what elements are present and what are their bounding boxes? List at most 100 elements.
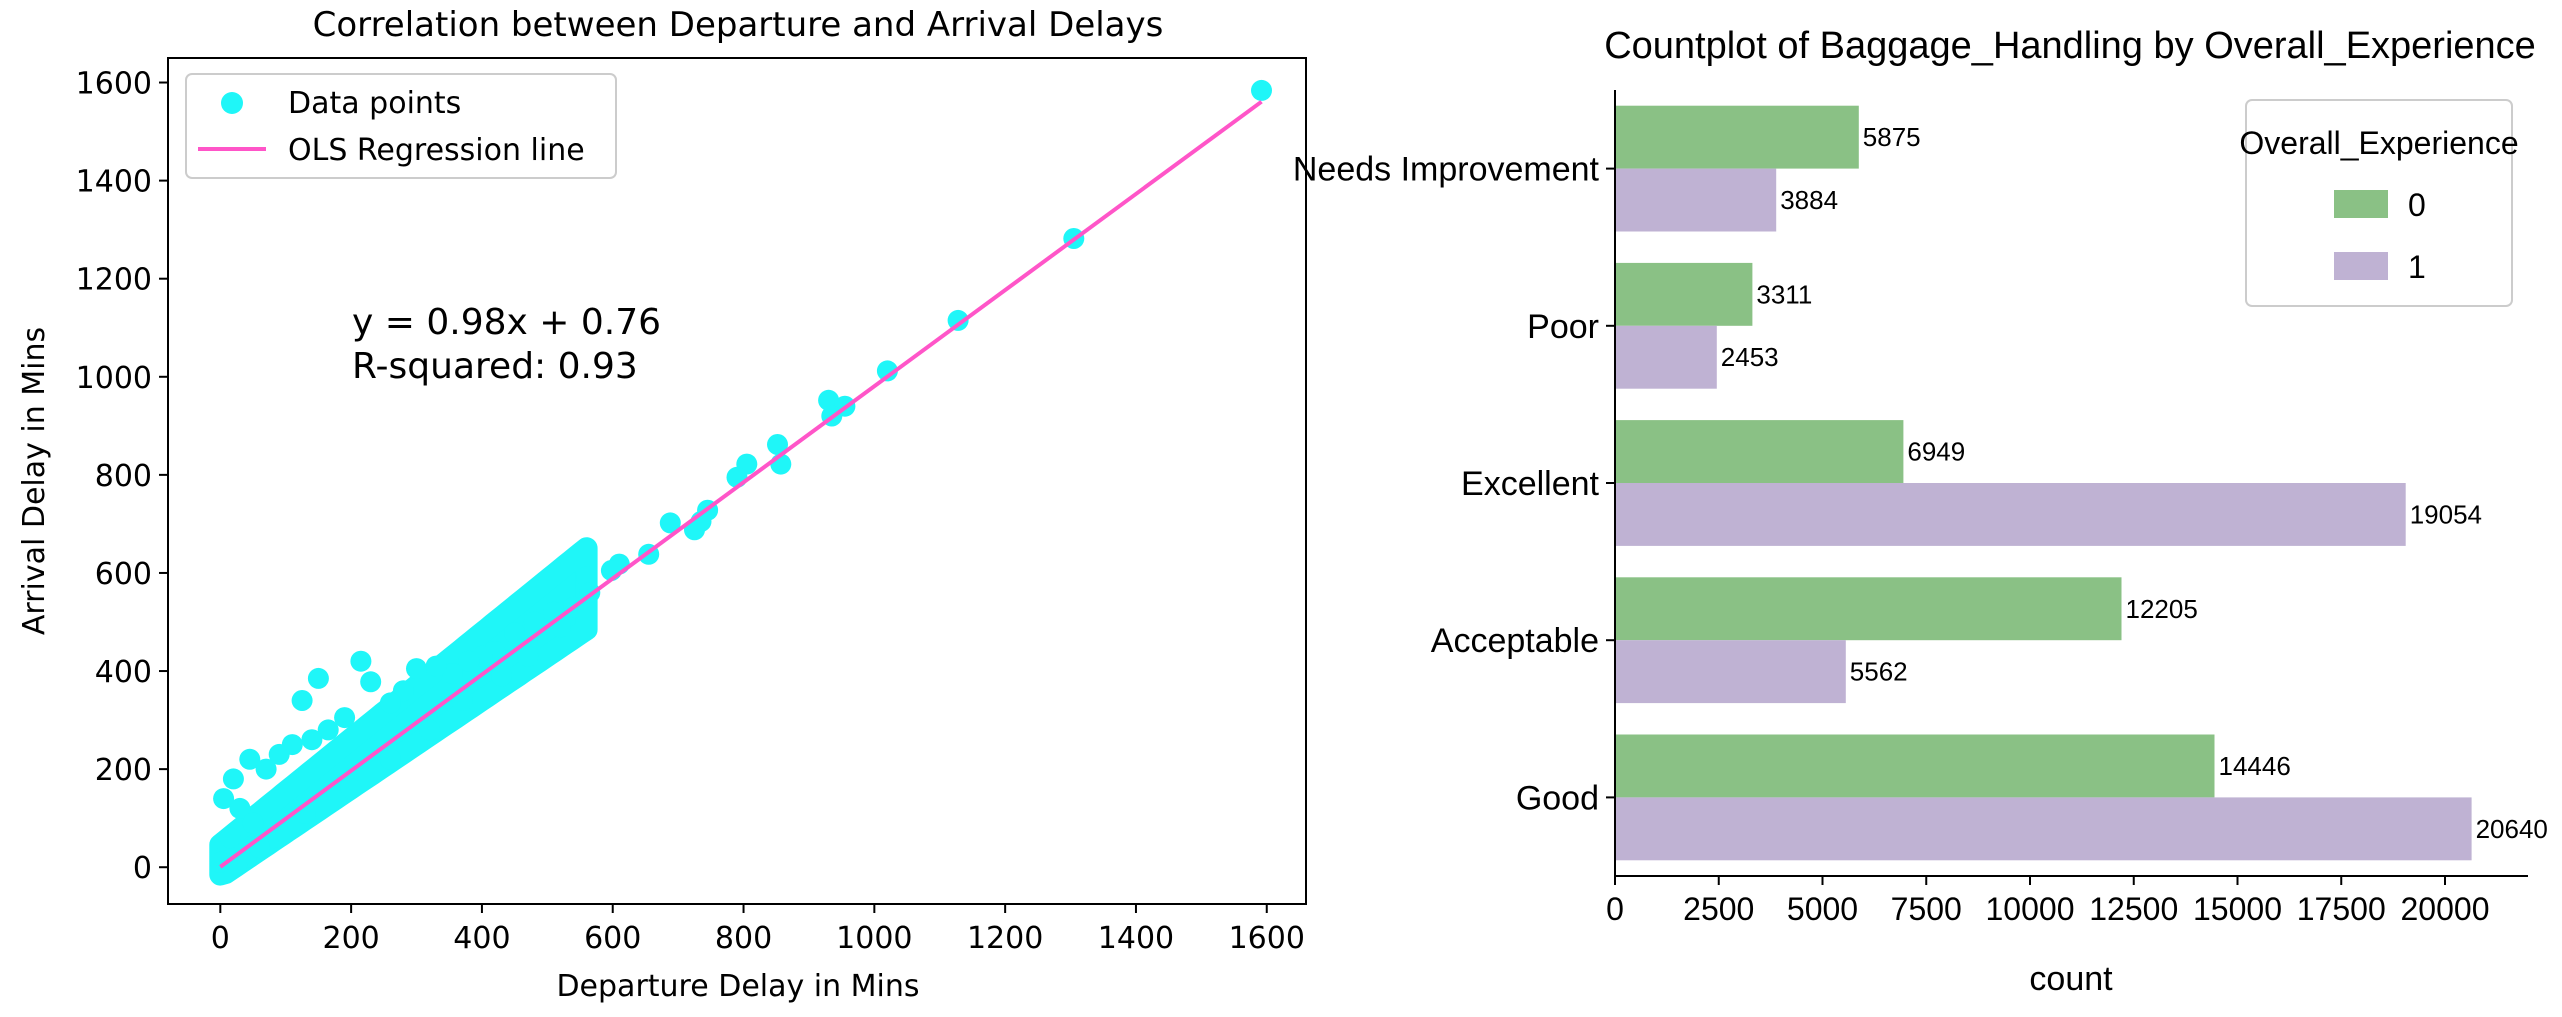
legend-swatch-0 xyxy=(2334,190,2388,218)
countplot-title: Countplot of Baggage_Handling by Overall… xyxy=(1604,25,2536,67)
countplot-bars xyxy=(1615,105,2472,861)
scatter-point xyxy=(317,719,339,741)
scatter-point xyxy=(350,650,372,672)
scatter-point xyxy=(549,616,571,638)
countplot-bar xyxy=(1615,734,2215,798)
regression-equation: y = 0.98x + 0.76 xyxy=(352,302,661,343)
scatter-point xyxy=(229,797,251,819)
scatter-point xyxy=(379,692,401,714)
countplot-bar-value: 3311 xyxy=(1756,279,1812,309)
countplot-category-label: Good xyxy=(1516,779,1599,817)
countplot-bar-value: 19054 xyxy=(2410,499,2482,529)
scatter-point xyxy=(947,309,969,331)
regression-line xyxy=(219,100,1263,869)
scatter-point xyxy=(767,434,788,455)
scatter-point xyxy=(818,389,840,411)
countplot-bar xyxy=(1615,420,1904,483)
scatter-y-tick-label: 600 xyxy=(95,557,152,592)
scatter-y-tick-label: 400 xyxy=(95,655,152,690)
countplot-bar xyxy=(1615,797,2472,861)
countplot-category-label: Poor xyxy=(1527,308,1599,346)
legend-marker-data-points xyxy=(221,92,243,114)
scatter-plot-frame xyxy=(167,57,1307,905)
scatter-y-tick-label: 1600 xyxy=(76,67,152,102)
scatter-y-tick-label: 200 xyxy=(95,753,152,788)
countplot-x-tick-label: 15000 xyxy=(2193,891,2282,927)
scatter-point xyxy=(301,729,323,751)
legend-label-0: 0 xyxy=(2408,187,2426,223)
countplot-x-tick-label: 12500 xyxy=(2089,891,2178,927)
countplot-x-tick-label: 7500 xyxy=(1891,891,1962,927)
countplot-bar xyxy=(1615,483,2406,546)
scatter-point xyxy=(425,655,447,677)
scatter-x-tick-label: 1200 xyxy=(967,921,1043,956)
countplot-bar-value: 2453 xyxy=(1721,342,1779,372)
scatter-point xyxy=(226,854,248,876)
scatter-point xyxy=(419,719,441,741)
countplot-x-tick-label: 2500 xyxy=(1683,891,1754,927)
countplot-bar xyxy=(1615,325,1717,389)
scatter-x-tick-label: 200 xyxy=(322,921,379,956)
scatter-points xyxy=(209,79,1272,886)
scatter-point xyxy=(442,663,463,684)
scatter-y-tick-label: 1000 xyxy=(76,361,152,396)
countplot-x-tick-label: 0 xyxy=(1606,891,1624,927)
scatter-point xyxy=(340,778,362,800)
scatter-point xyxy=(406,658,427,680)
countplot-chart: Countplot of Baggage_Handling by Overall… xyxy=(1293,25,2548,998)
scatter-point xyxy=(222,768,244,790)
legend-swatch-1 xyxy=(2334,252,2388,280)
countplot-x-axis-label: count xyxy=(2029,960,2113,998)
scatter-point xyxy=(458,650,480,672)
scatter-x-tick-label: 800 xyxy=(715,921,772,956)
scatter-point xyxy=(275,822,297,844)
scatter-legend: Data points OLS Regression line xyxy=(185,73,617,179)
scatter-point xyxy=(659,512,681,534)
scatter-point xyxy=(307,667,329,689)
countplot-category-label: Acceptable xyxy=(1431,622,1599,660)
countplot-data-labels: 5875 3884 3311 2453 6949 19054 12205 5562 14446 2… xyxy=(1721,122,2548,844)
scatter-point xyxy=(523,611,545,633)
countplot-bar xyxy=(1615,577,2122,641)
legend-label-data-points: Data points xyxy=(288,86,461,121)
countplot-bar-value: 20640 xyxy=(2476,814,2548,844)
scatter-x-tick-label: 1000 xyxy=(836,921,912,956)
countplot-x-tick-label: 10000 xyxy=(1986,891,2075,927)
scatter-x-tick-label: 1600 xyxy=(1229,921,1305,956)
countplot-bar-value: 6949 xyxy=(1907,437,1965,467)
scatter-y-tick-label: 1200 xyxy=(76,263,152,298)
scatter-point xyxy=(213,788,235,810)
scatter-x-axis-label: Departure Delay in Mins xyxy=(556,969,919,1004)
scatter-x-tick-label: 0 xyxy=(211,921,230,956)
legend-label-regression-line: OLS Regression line xyxy=(288,133,585,168)
scatter-point xyxy=(242,812,264,834)
scatter-point xyxy=(504,622,526,644)
scatter-point xyxy=(517,645,539,667)
countplot-category-label: Needs Improvement xyxy=(1293,151,1600,189)
scatter-point xyxy=(219,827,241,849)
scatter-chart: Correlation between Departure and Arriva… xyxy=(17,5,1307,1004)
countplot-category-labels: Needs Improvement Poor Excellent Acceptable… xyxy=(1293,151,1615,817)
countplot-category-label: Excellent xyxy=(1461,465,1600,503)
countplot-bar-value: 5562 xyxy=(1850,657,1908,687)
countplot-bar xyxy=(1615,168,1777,232)
scatter-x-tick-label: 1400 xyxy=(1098,921,1174,956)
scatter-y-tick-label: 0 xyxy=(133,851,152,886)
countplot-bar xyxy=(1615,105,1859,169)
countplot-bar-value: 14446 xyxy=(2219,751,2291,781)
scatter-point xyxy=(268,743,290,765)
scatter-point xyxy=(291,690,313,711)
countplot-bar xyxy=(1615,262,1753,326)
countplot-legend: Overall_Experience 0 1 xyxy=(2239,99,2519,307)
scatter-point xyxy=(239,748,261,770)
scatter-y-ticks: 0 200 400 600 800 1000 1200 1400 1600 xyxy=(76,67,168,886)
regression-line-layer xyxy=(219,100,1263,869)
scatter-title: Correlation between Departure and Arriva… xyxy=(313,5,1164,45)
scatter-point xyxy=(334,707,356,729)
legend-label-1: 1 xyxy=(2408,249,2426,285)
scatter-x-tick-label: 400 xyxy=(453,921,510,956)
r-squared-label: R-squared: 0.93 xyxy=(352,346,638,387)
scatter-point xyxy=(1251,79,1272,101)
